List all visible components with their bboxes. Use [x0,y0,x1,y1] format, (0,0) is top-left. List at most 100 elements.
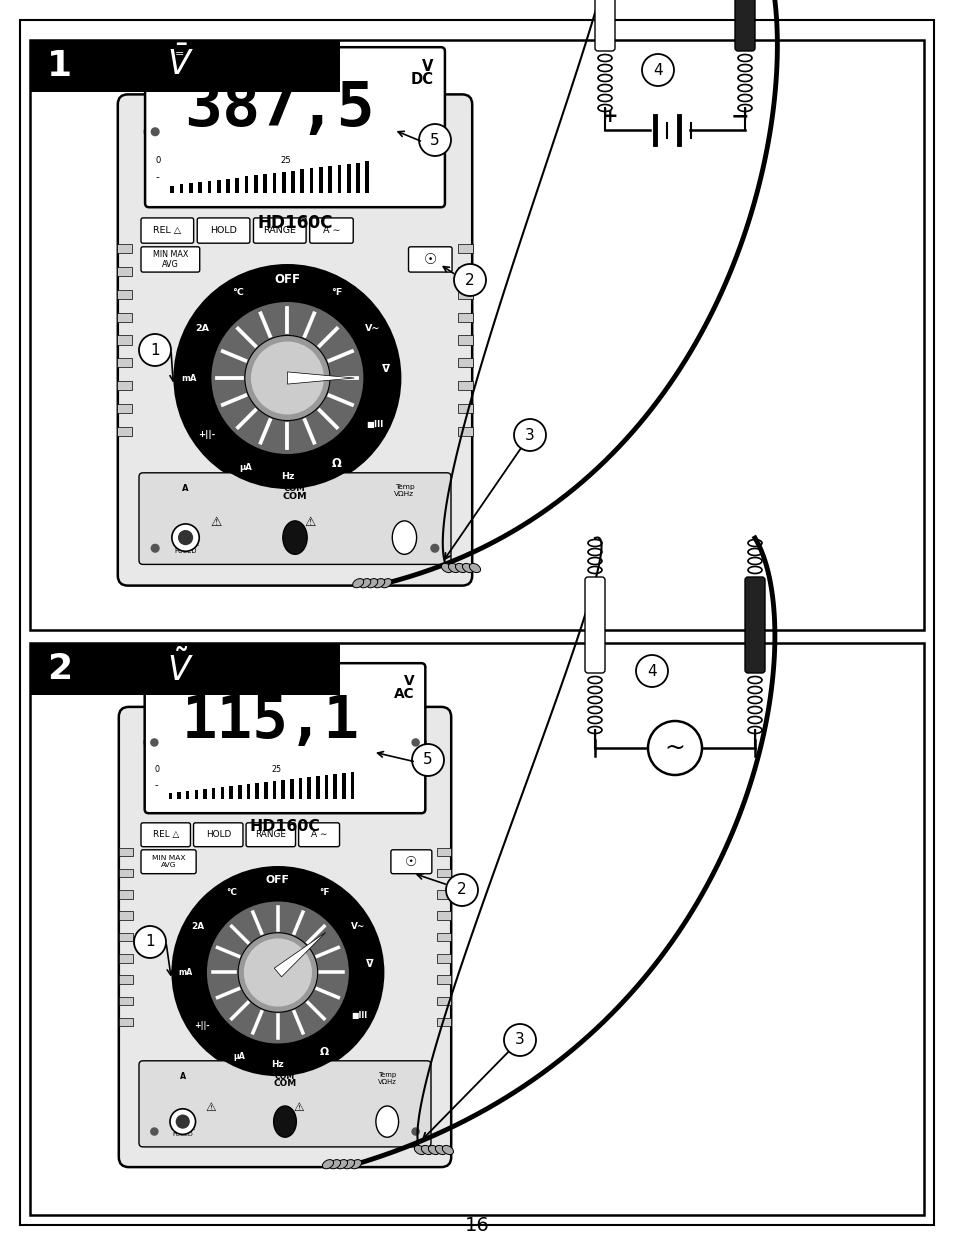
Bar [212,788,215,799]
Text: °F: °F [318,888,329,898]
Text: Ω: Ω [319,1047,328,1057]
Circle shape [144,732,164,752]
Text: °C: °C [226,888,237,898]
Text: COM: COM [274,1079,296,1088]
Polygon shape [274,933,325,977]
Bar [117,359,132,367]
Text: ⚠: ⚠ [294,1101,304,1114]
Bar [355,163,359,193]
FancyBboxPatch shape [119,707,451,1167]
Ellipse shape [462,564,473,573]
Bar [237,786,241,799]
Text: HD160C: HD160C [250,819,320,834]
Bar [117,244,132,254]
Text: 1: 1 [48,49,72,83]
Text: A ∼: A ∼ [311,830,327,839]
Text: ■III: ■III [351,1011,367,1021]
Circle shape [151,544,159,553]
FancyBboxPatch shape [391,850,432,874]
Ellipse shape [282,520,307,554]
Bar [273,173,276,193]
Circle shape [151,127,159,136]
Circle shape [212,303,363,454]
FancyBboxPatch shape [197,218,250,243]
Text: +||-: +||- [197,431,214,439]
Bar [189,183,193,193]
Circle shape [454,264,485,296]
Circle shape [411,738,419,747]
Circle shape [144,1122,164,1142]
Bar [436,848,451,857]
Text: AC: AC [394,687,414,701]
Text: 0: 0 [154,764,159,773]
Ellipse shape [441,564,452,573]
Text: DC: DC [410,72,433,87]
Text: 2A MAX
FUSED: 2A MAX FUSED [172,542,198,554]
Circle shape [150,1127,158,1135]
Text: V̅: V̅ [366,960,374,970]
Bar [342,773,345,799]
Text: V: V [403,675,414,688]
Text: 25: 25 [280,156,291,166]
FancyBboxPatch shape [246,823,295,847]
FancyBboxPatch shape [734,0,754,51]
Ellipse shape [359,579,371,588]
Bar [436,975,451,984]
Text: 115,1: 115,1 [182,692,359,749]
Text: V~: V~ [351,921,365,931]
Text: μA: μA [239,463,252,472]
Ellipse shape [455,564,466,573]
Circle shape [424,538,445,559]
Bar [117,427,132,436]
FancyBboxPatch shape [139,473,451,564]
Bar [298,778,302,799]
Text: HOLD: HOLD [210,227,236,235]
Circle shape [172,524,199,552]
Circle shape [170,1109,195,1134]
Circle shape [245,335,330,421]
Text: COM: COM [282,492,307,500]
Bar [436,1018,451,1026]
Bar [30,40,339,92]
Text: COM: COM [284,484,306,493]
Text: 5: 5 [430,132,439,147]
Bar [263,174,267,193]
Text: 2: 2 [48,652,72,686]
Text: mA: mA [178,969,193,977]
Circle shape [176,266,398,489]
Bar [457,290,473,299]
Bar [177,792,181,799]
Text: A ∼: A ∼ [322,227,340,235]
Circle shape [144,538,166,559]
Bar [264,782,267,799]
Text: V̅: V̅ [381,365,390,375]
Bar [457,244,473,254]
Text: 3: 3 [515,1032,524,1047]
Text: 4: 4 [653,62,662,77]
Circle shape [178,530,193,545]
FancyBboxPatch shape [145,664,425,813]
Text: 0: 0 [155,156,160,166]
Ellipse shape [322,1159,334,1169]
Circle shape [412,745,443,776]
FancyBboxPatch shape [298,823,339,847]
Bar [244,177,248,193]
Bar [318,167,322,193]
Text: mA: mA [181,374,196,382]
Text: -: - [155,172,159,182]
FancyBboxPatch shape [141,218,193,243]
Text: Temp
VΩHz: Temp VΩHz [394,484,414,498]
Bar [436,954,451,962]
Bar [457,427,473,436]
Text: ☉: ☉ [405,855,417,869]
Text: HD160C: HD160C [257,214,333,232]
Text: ⚠: ⚠ [206,1101,216,1114]
Ellipse shape [380,579,392,588]
Text: △: △ [207,60,214,70]
Text: 5: 5 [423,752,433,767]
Text: HOLD: HOLD [206,830,231,839]
Circle shape [173,264,401,492]
Bar [30,642,923,1215]
Circle shape [139,334,171,366]
FancyBboxPatch shape [193,823,243,847]
